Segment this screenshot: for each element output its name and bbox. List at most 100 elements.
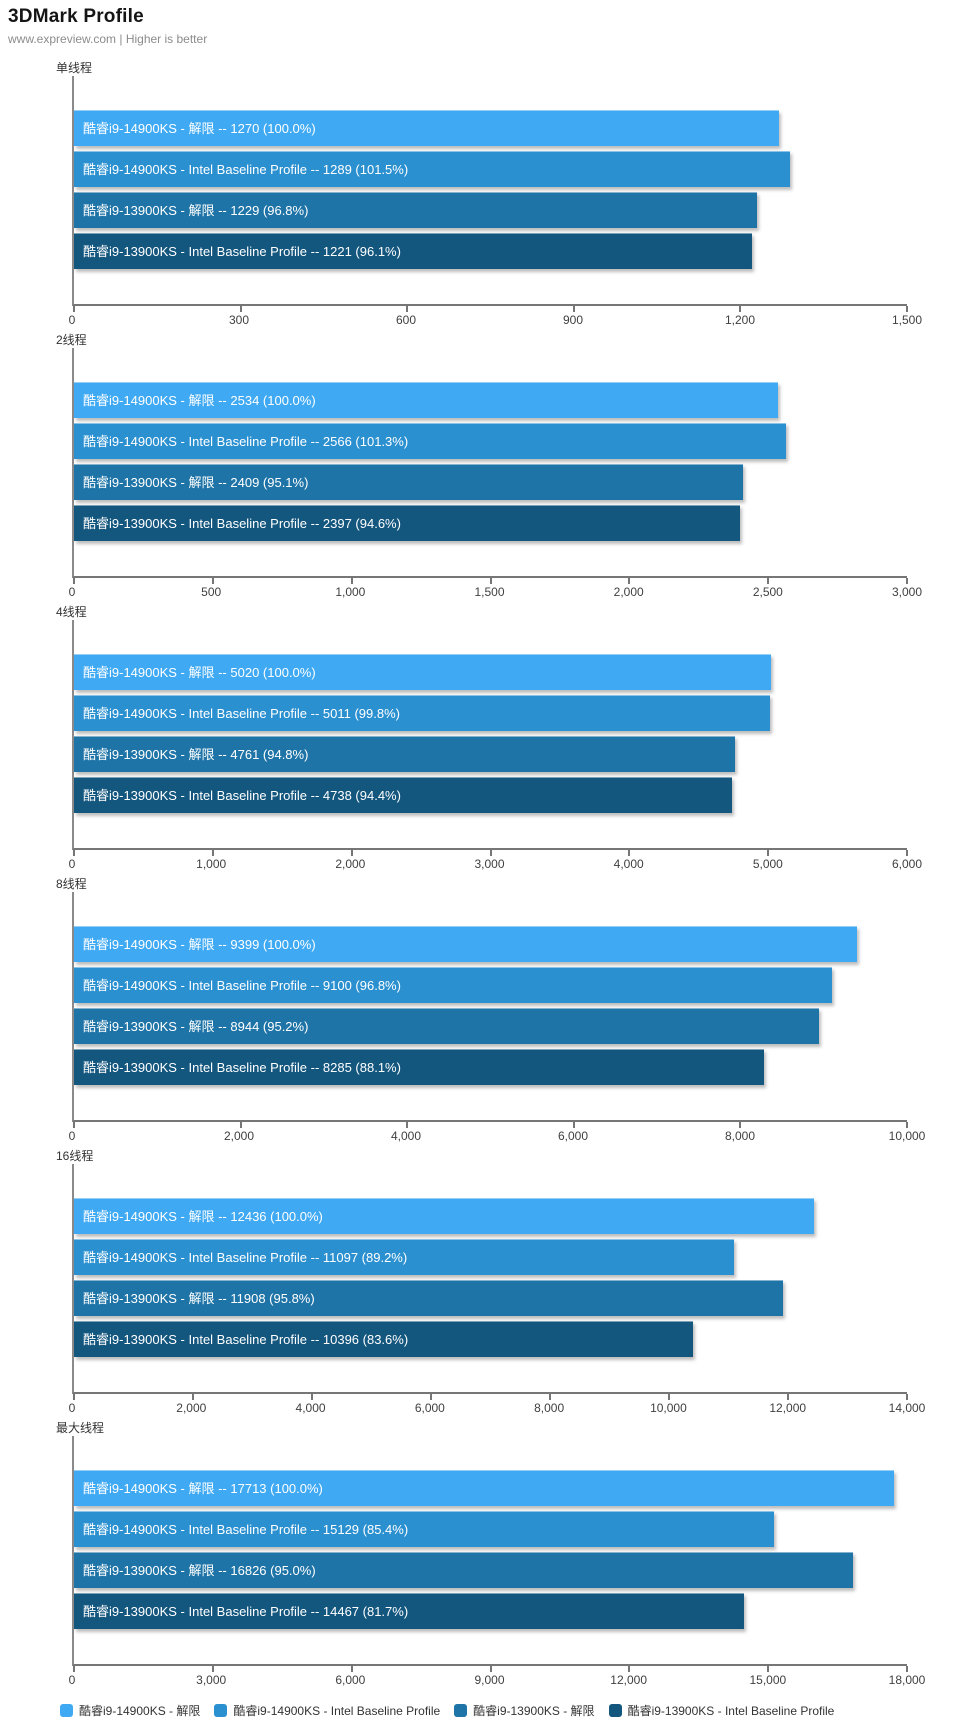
x-axis-tick-label: 4,000 xyxy=(613,857,644,871)
x-axis-tick xyxy=(739,1122,742,1128)
x-axis-tick-label: 4,000 xyxy=(390,1129,422,1143)
legend-label: 酷睿i9-13900KS - Intel Baseline Profile xyxy=(627,1704,835,1718)
x-axis-tick-labels: 0 3,000 6,000 9,000 12,000 15,000 18,000 xyxy=(68,1666,926,1690)
bar: 酷睿i9-14900KS - 解限 -- 1270 (100.0%) xyxy=(74,110,780,146)
legend-label: 酷睿i9-13900KS - 解限 xyxy=(473,1704,595,1718)
x-axis-tick xyxy=(668,1394,670,1400)
x-axis-tick-label: 1,000 xyxy=(196,857,227,871)
x-axis-tick-label: 10,000 xyxy=(650,1401,687,1415)
x-axis-tick xyxy=(906,1666,908,1672)
x-axis-tick-label: 6,000 xyxy=(557,1129,589,1143)
x-axis-tick-label: 0 xyxy=(68,1129,76,1143)
section-title: 8线程 xyxy=(56,877,87,891)
bar: 酷睿i9-13900KS - 解限 -- 11908 (95.8%) xyxy=(74,1280,783,1316)
bar: 酷睿i9-14900KS - Intel Baseline Profile --… xyxy=(74,695,770,731)
x-axis-tick xyxy=(787,1394,789,1400)
bar: 酷睿i9-14900KS - Intel Baseline Profile --… xyxy=(74,1239,735,1275)
x-axis-tick-label: 10,000 xyxy=(888,1129,926,1143)
x-axis-tick-label: 18,000 xyxy=(888,1673,926,1687)
x-axis-tick-label: 3,000 xyxy=(891,585,923,599)
chart-section: 16线程 酷睿i9-14900KS - 解限 -- 12436 (100.0%)… xyxy=(0,1148,960,1420)
legend-item: 酷睿i9-13900KS - Intel Baseline Profile xyxy=(608,1702,835,1719)
bar-group: 酷睿i9-14900KS - 解限 -- 1270 (100.0%) 酷睿i9-1… xyxy=(74,110,907,269)
bar: 酷睿i9-14900KS - Intel Baseline Profile --… xyxy=(74,1511,775,1547)
chart-section: 8线程 酷睿i9-14900KS - 解限 -- 9399 (100.0%) 酷睿… xyxy=(0,876,960,1148)
bar: 酷睿i9-14900KS - 解限 -- 5020 (100.0%) xyxy=(74,654,771,690)
x-axis-tick-label: 0 xyxy=(68,1673,76,1687)
x-axis-tick-label: 6,000 xyxy=(891,857,923,871)
x-axis-tick-label: 1,500 xyxy=(891,313,923,327)
x-axis-tick-label: 1,200 xyxy=(724,313,756,327)
bar-group: 酷睿i9-14900KS - 解限 -- 5020 (100.0%) 酷睿i9-1… xyxy=(74,654,907,813)
x-axis-tick-label: 2,000 xyxy=(613,585,644,599)
legend-item: 酷睿i9-14900KS - 解限 xyxy=(60,1702,200,1719)
x-axis-tick-label: 2,000 xyxy=(176,1401,207,1415)
x-axis-tick xyxy=(311,1394,313,1400)
plot-area: 酷睿i9-14900KS - 解限 -- 12436 (100.0%) 酷睿i9-… xyxy=(72,1164,908,1400)
x-axis-tick xyxy=(430,1394,432,1400)
x-axis-tick xyxy=(211,850,214,856)
chart-section: 2线程 酷睿i9-14900KS - 解限 -- 2534 (100.0%) 酷睿… xyxy=(0,332,960,604)
x-axis-tick-label: 9,000 xyxy=(474,1673,505,1687)
bar: 酷睿i9-14900KS - 解限 -- 12436 (100.0%) xyxy=(74,1198,814,1234)
bar: 酷睿i9-13900KS - Intel Baseline Profile --… xyxy=(74,1321,693,1357)
x-axis-tick-labels: 0 2,000 4,000 6,000 8,000 10,000 12,000 14,000 xyxy=(69,1394,926,1418)
legend-item: 酷睿i9-13900KS - 解限 xyxy=(454,1702,595,1719)
x-axis-tick-label: 8,000 xyxy=(534,1401,565,1415)
section-title: 单线程 xyxy=(56,61,93,75)
x-axis-tick-label: 900 xyxy=(562,313,584,327)
x-axis-tick-labels: 0 500 1,000 1,500 2,000 2,500 3,000 xyxy=(69,578,922,602)
x-axis-tick xyxy=(73,578,75,584)
x-axis-tick xyxy=(350,1666,353,1672)
plot-area: 酷睿i9-14900KS - 解限 -- 1270 (100.0%) 酷睿i9-1… xyxy=(72,76,908,312)
plot-area: 酷睿i9-14900KS - 解限 -- 5020 (100.0%) 酷睿i9-1… xyxy=(72,620,908,856)
x-axis-tick xyxy=(628,1666,631,1672)
x-axis-tick-label: 12,000 xyxy=(769,1401,807,1415)
x-axis-tick-label: 3,000 xyxy=(474,857,505,871)
x-axis-tick-label: 5,000 xyxy=(752,857,783,871)
x-axis-tick xyxy=(73,850,75,856)
chart-section: 最大线程 酷睿i9-14900KS - 解限 -- 17713 (100.0%)… xyxy=(0,1420,960,1692)
x-axis-tick xyxy=(73,306,75,312)
plot-area: 酷睿i9-14900KS - 解限 -- 17713 (100.0%) 酷睿i9-… xyxy=(72,1436,908,1672)
x-axis-tick-label: 3,000 xyxy=(196,1673,227,1687)
chart-section: 单线程 酷睿i9-14900KS - 解限 -- 1270 (100.0%) 酷睿… xyxy=(0,60,960,332)
bar-group: 酷睿i9-14900KS - 解限 -- 2534 (100.0%) 酷睿i9-1… xyxy=(74,382,907,541)
bar-group: 酷睿i9-14900KS - 解限 -- 9399 (100.0%) 酷睿i9-1… xyxy=(74,926,907,1085)
bar: 酷睿i9-13900KS - 解限 -- 4761 (94.8%) xyxy=(74,736,735,772)
x-axis-tick xyxy=(489,578,492,584)
x-axis-tick xyxy=(211,578,214,584)
x-axis-tick xyxy=(73,1666,75,1672)
legend-swatch-icon xyxy=(454,1704,468,1717)
x-axis-tick-labels: 0 1,000 2,000 3,000 4,000 5,000 6,000 xyxy=(69,850,922,874)
section-title: 4线程 xyxy=(56,605,87,619)
x-axis-tick-labels: 0 2,000 4,000 6,000 8,000 10,000 xyxy=(68,1122,926,1146)
x-axis-tick xyxy=(350,850,353,856)
bar: 酷睿i9-13900KS - Intel Baseline Profile --… xyxy=(74,233,753,269)
x-axis-tick-label: 6,000 xyxy=(335,1673,366,1687)
plot-area: 酷睿i9-14900KS - 解限 -- 9399 (100.0%) 酷睿i9-1… xyxy=(72,892,908,1128)
x-axis-tick-label: 600 xyxy=(395,313,417,327)
section-title: 最大线程 xyxy=(56,1421,105,1435)
page-subtitle: www.expreview.com | Higher is better xyxy=(8,32,208,46)
bar: 酷睿i9-13900KS - 解限 -- 1229 (96.8%) xyxy=(74,192,757,228)
x-axis-tick-label: 2,000 xyxy=(335,857,366,871)
x-axis-tick-label: 1,000 xyxy=(335,585,366,599)
bar: 酷睿i9-14900KS - Intel Baseline Profile --… xyxy=(74,967,833,1003)
bar: 酷睿i9-13900KS - Intel Baseline Profile --… xyxy=(74,1049,765,1085)
page-title: 3DMark Profile xyxy=(8,6,144,27)
x-axis-tick xyxy=(767,850,770,856)
x-axis-tick xyxy=(906,1394,908,1400)
x-axis-tick xyxy=(767,578,770,584)
x-axis-tick-label: 500 xyxy=(201,585,222,599)
x-axis-tick xyxy=(406,306,409,312)
x-axis-tick-label: 0 xyxy=(68,313,76,327)
x-axis-tick xyxy=(906,306,908,312)
x-axis-tick xyxy=(906,850,908,856)
x-axis-tick-label: 2,500 xyxy=(752,585,783,599)
x-axis-tick-label: 14,000 xyxy=(888,1401,926,1415)
x-axis-tick xyxy=(739,306,742,312)
legend-label: 酷睿i9-14900KS - 解限 xyxy=(79,1704,201,1718)
bar: 酷睿i9-14900KS - 解限 -- 9399 (100.0%) xyxy=(74,926,857,962)
bar: 酷睿i9-14900KS - 解限 -- 17713 (100.0%) xyxy=(74,1470,894,1506)
